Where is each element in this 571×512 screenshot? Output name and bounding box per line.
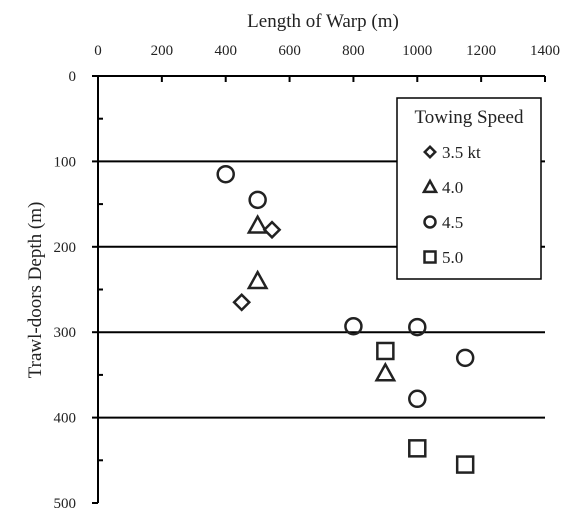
legend-box [396, 97, 542, 280]
x-tick-label-1000: 1000 [402, 43, 432, 59]
legend-entry-label: 4.0 [442, 178, 463, 197]
point-triangle-2 [246, 269, 269, 290]
point-circle-3 [344, 316, 363, 336]
legend-entry-label: 5.0 [442, 248, 463, 267]
point-square-2 [408, 439, 427, 458]
x-tick-label-400: 400 [214, 43, 237, 59]
point-square-3 [455, 455, 475, 474]
x-tick-label-600: 600 [278, 43, 301, 59]
legend-marker-triangle [421, 178, 439, 194]
y-tick-label-0: 0 [69, 69, 77, 85]
legend-entry-label: 4.5 [442, 213, 463, 232]
x-tick-label-0: 0 [94, 43, 102, 59]
point-square-1 [376, 341, 395, 361]
legend: Towing Speed 3.5 kt 4.0 4.5 5.0 [396, 97, 542, 280]
point-circle-4 [408, 317, 427, 337]
y-tick-label-400: 400 [54, 411, 77, 427]
x-tick-label-200: 200 [151, 43, 174, 59]
y-axis-title: Trawl-doors Depth (m) [25, 202, 46, 379]
y-tick-label-300: 300 [54, 325, 77, 341]
point-triangle-1 [246, 214, 269, 234]
x-tick-label-1200: 1200 [466, 43, 496, 59]
x-tick-label-1400: 1400 [530, 43, 560, 59]
y-tick-label-100: 100 [54, 154, 77, 170]
point-diamond-2 [232, 292, 252, 312]
x-axis-title: Length of Warp (m) [247, 11, 399, 32]
y-tick-label-500: 500 [54, 496, 77, 512]
legend-entry-label: 3.5 kt [442, 143, 481, 162]
point-circle-6 [455, 348, 475, 368]
data-points [216, 164, 475, 474]
point-circle-2 [248, 190, 267, 210]
legend-marker-square [423, 250, 437, 264]
y-tick-label-200: 200 [54, 240, 77, 256]
point-circle-5 [408, 389, 427, 409]
point-circle-1 [216, 164, 235, 184]
legend-marker-circle [423, 215, 437, 229]
x-tick-label-800: 800 [342, 43, 365, 59]
axes [92, 75, 546, 504]
legend-title: Towing Speed [415, 107, 524, 128]
point-triangle-3 [374, 361, 397, 382]
point-diamond-1 [262, 220, 282, 240]
legend-marker-diamond [423, 145, 437, 159]
x-tick-labels: 0 200 400 600 800 1000 1200 1400 [94, 43, 560, 59]
y-tick-labels: 0 100 200 300 400 500 [54, 69, 77, 512]
